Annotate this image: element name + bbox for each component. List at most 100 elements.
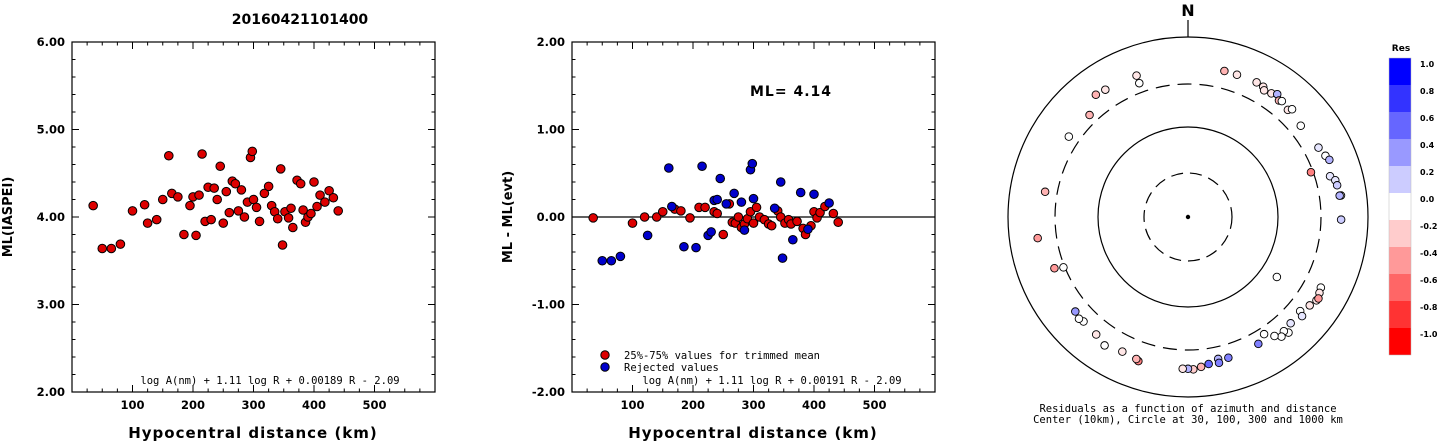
- y-tick-label: 2.00: [537, 35, 565, 49]
- caption-line-1: Residuals as a function of azimuth and d…: [1039, 403, 1336, 415]
- data-point: [127, 206, 138, 216]
- ml-distance-plot: ML(IASPEI) Hypocentral distance (km) log…: [1, 35, 436, 441]
- x-tick-label: 200: [181, 398, 205, 412]
- station-point: [1287, 105, 1297, 114]
- legend-marker-rejected: [600, 362, 610, 372]
- data-point: [142, 218, 153, 228]
- station-point: [1224, 353, 1233, 363]
- x-tick-label: 400: [802, 398, 826, 412]
- data-point: [615, 251, 626, 262]
- station-point: [1314, 143, 1323, 152]
- data-point: [173, 192, 183, 202]
- caption-line-2: Center (10km), Circle at 30, 100, 300 an…: [1033, 414, 1343, 426]
- data-point: [251, 202, 262, 213]
- station-point: [1071, 307, 1080, 316]
- station-point: [1332, 181, 1342, 190]
- y-tick-label: 5.00: [37, 123, 65, 137]
- north-label: N: [1181, 1, 1194, 20]
- data-point: [194, 190, 204, 200]
- data-point: [277, 240, 288, 250]
- data-point: [247, 146, 258, 157]
- station-point: [1277, 332, 1286, 341]
- colorbar-label: -0.2: [1420, 222, 1437, 231]
- station-point: [1085, 110, 1094, 120]
- colorbar-labels: 1.0 0.8 0.6 0.4 0.2 0.0 -0.2 -0.4 -0.6 -0.8 -1.0: [1420, 60, 1437, 339]
- y-tick-label: -2.00: [532, 385, 565, 399]
- data-point: [667, 201, 677, 212]
- station-point: [1050, 264, 1059, 273]
- data-point: [588, 213, 598, 223]
- data-point: [676, 206, 686, 216]
- x-tick-label: 100: [620, 398, 644, 412]
- data-point: [718, 229, 729, 240]
- colorbar: Res 1.0 0.8 0.6 0.4 0.2 0.0 -0.2 -0.4 -0.6 -0.8 -1…: [1388, 44, 1437, 356]
- formula-label: log A(nm) + 1.11 log R + 0.00191 R - 2.0…: [642, 375, 901, 387]
- x-tick-label: 200: [681, 398, 705, 412]
- ring-30km: [1143, 172, 1233, 262]
- colorbar-cell: [1389, 220, 1411, 247]
- data-point: [809, 189, 819, 200]
- data-point: [733, 212, 744, 222]
- data-point: [803, 224, 813, 235]
- data-point: [233, 206, 244, 216]
- station-point: [1100, 341, 1109, 350]
- data-point: [197, 149, 207, 159]
- station-points: [1033, 66, 1346, 374]
- ring-1000km: [1007, 36, 1369, 398]
- data-point: [106, 243, 117, 254]
- data-point: [215, 161, 226, 172]
- data-point: [766, 220, 777, 231]
- colorbar-label: 0.6: [1420, 114, 1435, 123]
- station-point: [1214, 358, 1224, 368]
- data-point: [792, 216, 802, 227]
- colorbar-label: -0.4: [1420, 249, 1437, 258]
- station-point: [1178, 364, 1187, 373]
- data-point: [272, 213, 283, 224]
- colorbar-cell: [1389, 85, 1411, 112]
- plot-frame: [71, 41, 436, 393]
- colorbar-title: Res: [1392, 44, 1410, 54]
- data-point: [775, 177, 786, 187]
- data-point: [657, 206, 668, 217]
- y-axis-label: ML(IASPEI): [1, 177, 16, 258]
- colorbar-cell: [1389, 166, 1411, 193]
- data-point: [115, 239, 126, 249]
- x-tick-label: 300: [741, 398, 765, 412]
- station-point: [1296, 121, 1306, 130]
- colorbar-cells: [1388, 57, 1412, 356]
- data-point: [312, 201, 322, 212]
- data-point: [164, 150, 174, 161]
- station-point: [1270, 331, 1279, 341]
- colorbar-label: -1.0: [1420, 330, 1437, 339]
- data-point: [700, 202, 710, 213]
- data-point: [712, 208, 723, 219]
- data-point: [751, 202, 762, 213]
- x-tick-label: 400: [302, 398, 326, 412]
- y-tick-label: 4.00: [37, 210, 65, 224]
- data-point: [697, 161, 707, 172]
- data-point: [715, 173, 726, 184]
- data-point: [283, 213, 294, 223]
- data-point: [221, 186, 232, 197]
- y-tick-label: 1.00: [537, 123, 565, 137]
- data-point: [151, 214, 162, 225]
- station-point: [1132, 71, 1141, 80]
- epicenter-marker: [1185, 214, 1191, 220]
- data-points: [88, 146, 344, 254]
- data-point: [315, 190, 325, 200]
- data-point: [259, 188, 270, 199]
- data-point: [288, 222, 298, 233]
- legend-label-rejected: Rejected values: [624, 362, 719, 374]
- station-point: [1059, 263, 1068, 272]
- data-point: [795, 187, 806, 198]
- data-point: [298, 205, 308, 215]
- data-point: [597, 255, 608, 266]
- station-point: [1033, 233, 1042, 243]
- station-point: [1254, 339, 1263, 349]
- colorbar-cell: [1389, 139, 1411, 166]
- station-point: [1135, 78, 1144, 88]
- station-point: [1132, 354, 1141, 364]
- axis-ticks: 100 200 300 400 500 2.00 3.00 4.00 5.00 6.00: [37, 35, 435, 412]
- data-point: [306, 208, 316, 219]
- y-tick-label: -1.00: [532, 298, 565, 312]
